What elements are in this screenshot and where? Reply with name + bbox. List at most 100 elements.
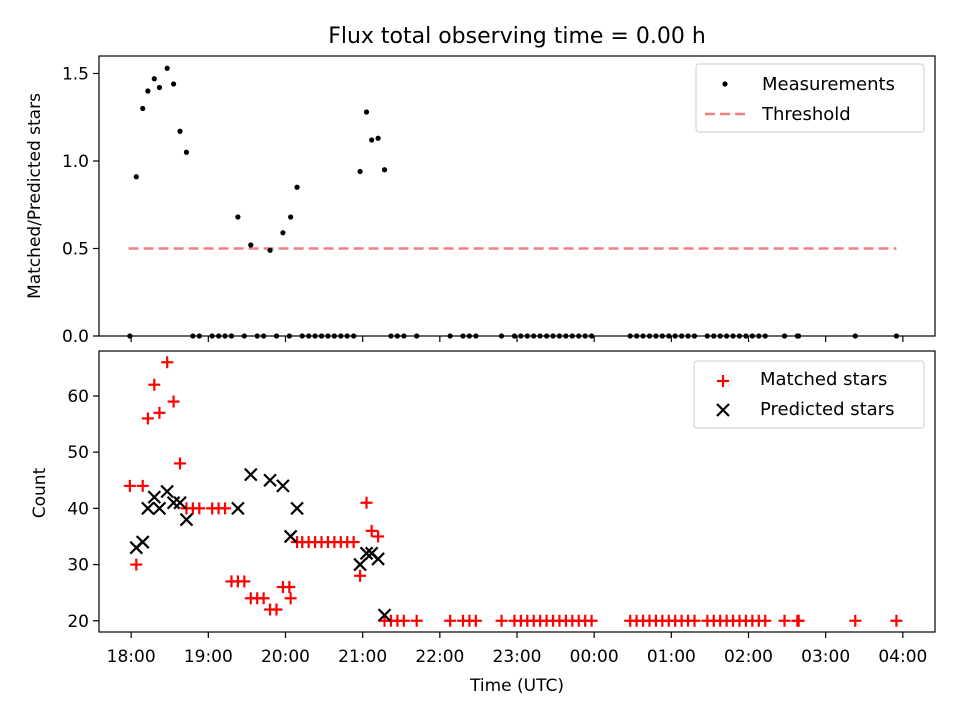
measurement-point bbox=[375, 135, 381, 141]
top-y-tick-label: 1.5 bbox=[62, 65, 89, 85]
bottom-x-tick-label: 18:00 bbox=[107, 647, 156, 667]
measurement-point bbox=[170, 81, 177, 87]
measurement-point bbox=[288, 214, 294, 220]
predicted-star-point bbox=[283, 529, 298, 544]
measurement-point bbox=[235, 214, 241, 220]
measurement-point bbox=[145, 88, 151, 94]
top-y-axis-label: Matched/Predicted stars bbox=[25, 93, 45, 299]
measurement-point bbox=[140, 105, 146, 112]
predicted-star-point bbox=[359, 546, 374, 561]
matched-star-point bbox=[365, 524, 378, 537]
measurement-point bbox=[369, 137, 375, 143]
predicted-star-point bbox=[173, 495, 187, 510]
matched-star-point bbox=[469, 614, 482, 627]
bottom-x-tick-label: 03:00 bbox=[801, 647, 850, 667]
bottom-y-tick-label: 20 bbox=[67, 612, 89, 632]
legend-measurements-label: Measurements bbox=[762, 74, 895, 95]
matched-star-point bbox=[270, 603, 283, 616]
measurement-point bbox=[248, 242, 254, 248]
matched-star-point bbox=[238, 575, 251, 588]
predicted-star-stroke-b bbox=[152, 501, 167, 516]
measurement-point bbox=[183, 149, 190, 155]
predicted-star-stroke-b bbox=[263, 473, 277, 488]
measurement-point bbox=[151, 76, 157, 82]
predicted-star-stroke-b bbox=[283, 529, 298, 544]
predicted-star-stroke-b bbox=[371, 552, 385, 566]
predicted-star-point bbox=[135, 535, 150, 549]
top-x-axis bbox=[130, 336, 904, 342]
matched-star-point bbox=[193, 502, 206, 515]
predicted-star-point bbox=[377, 608, 392, 622]
matched-star-point bbox=[688, 614, 701, 627]
predicted-star-point bbox=[231, 501, 245, 516]
matched-star-point bbox=[585, 614, 598, 627]
legend-threshold-label: Threshold bbox=[761, 104, 851, 125]
matched-star-point bbox=[792, 614, 805, 627]
top-legend: Measurements Threshold bbox=[695, 63, 925, 133]
matched-star-point bbox=[495, 614, 508, 627]
predicted-star-point bbox=[353, 557, 367, 572]
bottom-y-axis: 20 30 40 50 60 bbox=[67, 387, 99, 632]
matched-star-point bbox=[849, 614, 862, 627]
top-y-tick-label: 1.0 bbox=[62, 152, 89, 172]
legend-predicted-label: Predicted stars bbox=[760, 399, 894, 420]
predicted-star-point bbox=[290, 501, 304, 516]
predicted-star-point bbox=[179, 512, 194, 527]
predicted-star-stroke-b bbox=[231, 501, 245, 516]
predicted-star-point bbox=[166, 495, 181, 510]
bottom-x-tick-label: 23:00 bbox=[493, 647, 542, 667]
bottom-legend-box bbox=[693, 360, 925, 429]
legend-measurements-marker bbox=[722, 81, 728, 87]
matched-star-point bbox=[219, 502, 232, 515]
bottom-x-tick-label: 02:00 bbox=[724, 647, 773, 667]
predicted-star-stroke-b bbox=[377, 608, 392, 622]
measurement-point bbox=[363, 109, 370, 115]
predicted-star-stroke-b bbox=[141, 501, 155, 516]
bottom-y-tick-label: 60 bbox=[67, 387, 89, 407]
measurement-point bbox=[133, 174, 139, 180]
top-y-tick-label: 0.0 bbox=[62, 327, 89, 347]
matched-star-point bbox=[167, 395, 180, 408]
predicted-star-stroke-b bbox=[364, 546, 379, 561]
predicted-star-point bbox=[371, 552, 385, 566]
bottom-x-tick-label: 21:00 bbox=[338, 647, 387, 667]
measurement-points bbox=[127, 65, 900, 339]
bottom-x-tick-label: 01:00 bbox=[647, 647, 696, 667]
top-legend-box bbox=[695, 63, 925, 133]
predicted-star-stroke-b bbox=[276, 479, 290, 493]
measurement-point bbox=[177, 128, 183, 134]
predicted-star-stroke-b bbox=[173, 495, 187, 510]
bottom-plot-frame bbox=[98, 350, 936, 633]
matched-star-point bbox=[347, 536, 360, 549]
bottom-x-axis: 18:00 19:00 20:00 21:00 22:00 23:00 00:00 01:00… bbox=[107, 632, 927, 667]
predicted-stars-points bbox=[129, 467, 392, 622]
legend-predicted-marker bbox=[716, 403, 730, 417]
predicted-star-point bbox=[141, 501, 155, 516]
top-chart-title: Flux total observing time = 0.00 h bbox=[328, 24, 706, 49]
bottom-x-tick-label: 20:00 bbox=[261, 647, 310, 667]
bottom-x-tick-label: 19:00 bbox=[184, 647, 233, 667]
predicted-star-point bbox=[152, 501, 167, 516]
predicted-star-stroke-b bbox=[353, 557, 367, 572]
bottom-legend: Matched stars Predicted stars bbox=[693, 360, 925, 429]
measurement-point bbox=[267, 247, 273, 253]
predicted-star-stroke-b bbox=[166, 495, 181, 510]
matched-star-point bbox=[148, 378, 161, 391]
measurement-point bbox=[280, 230, 286, 236]
measurement-point bbox=[156, 84, 163, 91]
matched-star-point bbox=[444, 614, 457, 627]
matched-star-point bbox=[123, 479, 136, 492]
matched-star-point bbox=[778, 614, 791, 627]
measurement-point bbox=[164, 65, 170, 71]
matched-star-point bbox=[410, 614, 423, 627]
legend-matched-label: Matched stars bbox=[760, 369, 887, 390]
measurement-point bbox=[357, 168, 363, 175]
top-panel: Flux total observing time = 0.00 h Match… bbox=[25, 24, 936, 347]
predicted-star-point bbox=[276, 479, 290, 493]
legend-matched-marker bbox=[717, 375, 729, 387]
matched-star-point bbox=[372, 530, 385, 543]
predicted-star-stroke-b bbox=[147, 490, 162, 504]
matched-star-point bbox=[354, 569, 367, 582]
matched-star-point bbox=[130, 558, 143, 571]
